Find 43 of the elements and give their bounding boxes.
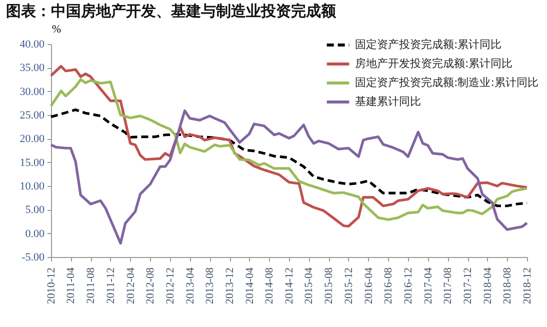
y-tick-label: 30.00 — [20, 86, 45, 98]
line-series — [50, 108, 528, 208]
legend-label: 固定资产投资完成额:制造业:累计同比 — [355, 76, 538, 89]
x-tick-label: 2016-08 — [382, 267, 395, 304]
x-tick-label: 2018-04 — [482, 267, 494, 304]
x-tick-label: 2015-12 — [342, 268, 355, 304]
x-tick-label: 2016-12 — [402, 268, 415, 304]
x-tick-label: 2017-08 — [442, 267, 454, 304]
y-tick-label: 25.00 — [20, 110, 45, 122]
y-tick-label: -5.00 — [22, 252, 45, 264]
x-tick-label: 2016-04 — [362, 267, 375, 304]
x-tick-label: 2012-08 — [144, 267, 157, 304]
y-tick-label: 20.00 — [20, 133, 45, 146]
y-tick-label: 10.00 — [20, 180, 45, 192]
x-tick-label: 2013-04 — [184, 267, 196, 304]
y-tick-label: 35.00 — [20, 62, 45, 74]
x-tick-label: 2017-12 — [462, 268, 474, 304]
y-tick-label: 40.00 — [20, 38, 45, 50]
x-tick-label: 2011-04 — [65, 267, 78, 304]
y-tick-label: 15.00 — [20, 156, 45, 169]
x-tick-label: 2010-12 — [46, 268, 58, 304]
x-tick-label: 2014-12 — [284, 268, 296, 304]
x-tick-label: 2012-04 — [124, 267, 137, 304]
x-tick-label: 2011-08 — [85, 267, 98, 304]
x-tick-label: 2013-12 — [224, 268, 236, 304]
line-series — [50, 109, 528, 245]
y-tick-label: 5.00 — [25, 204, 45, 216]
x-tick-label: 2015-08 — [323, 267, 336, 304]
x-tick-label: 2012-12 — [164, 268, 177, 304]
y-axis-title: % — [52, 24, 62, 36]
x-tick-label: 2014-08 — [264, 267, 276, 304]
legend-label: 固定资产投资完成额:累计同比 — [355, 38, 502, 51]
x-tick-label: 2013-08 — [204, 267, 216, 304]
x-tick-label: 2011-12 — [104, 268, 117, 304]
x-tick-label: 2018-08 — [502, 267, 514, 304]
y-tick-label: 0.00 — [25, 228, 45, 240]
legend-label: 基建累计同比 — [355, 95, 421, 108]
chart-title: 图表：中国房地产开发、基建与制造业投资完成额 — [6, 2, 337, 20]
x-tick-label: 2018-12 — [522, 268, 534, 304]
legend-label: 房地产开发投资完成额:累计同比 — [355, 57, 513, 70]
x-tick-label: 2014-04 — [244, 267, 256, 304]
x-tick-label: 2017-04 — [422, 267, 434, 304]
x-tick-label: 2015-04 — [303, 267, 316, 304]
